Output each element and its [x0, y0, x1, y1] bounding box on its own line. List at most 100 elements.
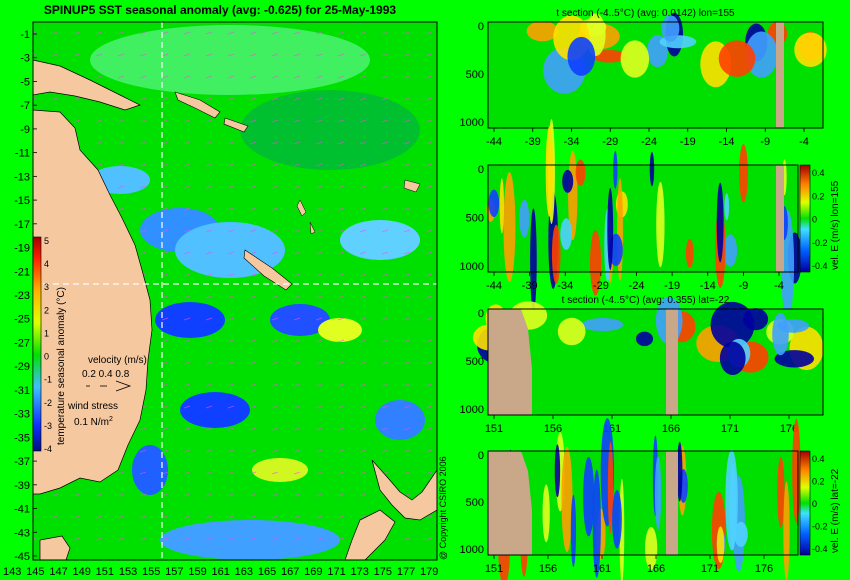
section-anomaly: [777, 456, 785, 528]
velocity-colorbar-tick: -0.2: [812, 522, 828, 532]
section-anomaly: [570, 494, 577, 568]
lon-tick-label: 177: [397, 566, 415, 578]
section-anomaly: [729, 463, 737, 551]
section-title: t section (-4..5°C) (avg: 0.355) lat=-22: [562, 295, 730, 306]
velocity-legend-arrows: [86, 380, 132, 392]
depth-tick-label: 0: [478, 21, 484, 33]
lat-tick-label: -33: [14, 409, 30, 421]
lat-tick-label: -37: [14, 456, 30, 468]
velocity-legend-scale: 0.2 0.4 0.8: [82, 369, 130, 380]
lon-tick-label: 159: [188, 566, 206, 578]
section-anomaly: [607, 188, 614, 271]
section-anomaly: [617, 178, 623, 281]
x-tick-label: -29: [593, 280, 609, 292]
lat-tick-label: -1: [20, 29, 30, 41]
sst-colorbar-tick: 3: [44, 282, 49, 292]
section-anomaly: [772, 312, 789, 356]
depth-tick-label: 500: [466, 356, 484, 368]
velocity-colorbar-tick: 0.2: [812, 477, 825, 487]
velocity-colorbar-tick: -0.4: [812, 261, 828, 271]
section-anomaly: [739, 144, 748, 203]
lon-tick-label: 151: [96, 566, 114, 578]
section-land-mask: [776, 22, 784, 128]
land-vanuatu: [296, 199, 316, 235]
section-anomaly: [723, 234, 738, 267]
sst-colorbar-tick: 2: [44, 305, 49, 315]
lon-tick-label: 169: [304, 566, 322, 578]
sst-colorbar-tick: -1: [44, 375, 52, 385]
land-fiji: [403, 179, 421, 193]
map-title: SPINUP5 SST seasonal anomaly (avg: -0.62…: [44, 3, 396, 17]
section-anomaly: [562, 169, 574, 193]
section-anomaly: [649, 151, 655, 187]
depth-tick-label: 0: [478, 450, 484, 462]
section-anomaly: [792, 418, 801, 523]
section-anomaly: [716, 526, 725, 564]
section-anomaly: [656, 181, 665, 268]
x-tick-label: 156: [544, 423, 562, 435]
lon-tick-label: 161: [212, 566, 230, 578]
lon-tick-label: 179: [420, 566, 438, 578]
velocity-colorbar-tick: 0.4: [812, 168, 825, 178]
depth-tick-label: 1000: [460, 261, 484, 273]
section-anomaly: [503, 172, 516, 282]
section-anomaly: [661, 15, 680, 42]
section-anomaly: [607, 442, 614, 534]
velocity-colorbar: [799, 164, 811, 273]
depth-tick-label: 500: [466, 497, 484, 509]
section-anomaly: [635, 331, 654, 347]
section-frame: [487, 308, 824, 416]
velocity-axis-label: vel. E (m/s) lon=155: [830, 180, 841, 270]
land-australia: [32, 109, 153, 495]
section-anomaly: [734, 521, 748, 547]
lat-tick-label: -3: [20, 53, 30, 65]
section-anomaly: [575, 159, 586, 186]
x-tick-label: 166: [662, 423, 680, 435]
lon-tick-label: 145: [26, 566, 44, 578]
lon-tick-label: 157: [165, 566, 183, 578]
sst-colorbar-tick: 1: [44, 328, 49, 338]
section-panel-p3: t section (-4..5°C) (avg: 0.355) lat=-22…: [460, 295, 824, 435]
section-anomaly: [567, 36, 596, 76]
sst-colorbar-tick: -4: [44, 444, 52, 454]
lon-tick-label: 155: [142, 566, 160, 578]
wind-legend-label: wind stress: [67, 401, 118, 412]
wind-legend-scale: 0.1 N/m2: [74, 416, 113, 428]
sst-colorbar: [32, 236, 42, 452]
lon-tick-label: 163: [235, 566, 253, 578]
section-land-mask: [666, 451, 678, 555]
section-anomaly: [719, 341, 746, 375]
section-land-mask: [488, 451, 532, 555]
velocity-colorbar-tick: 0: [812, 215, 817, 225]
lat-tick-label: -5: [20, 76, 30, 88]
sst-map: -1-3-5-7-9-11-13-15-17-19-21-23-25-27-29…: [3, 21, 438, 578]
x-tick-label: 171: [701, 563, 719, 575]
lat-tick-label: -23: [14, 290, 30, 302]
land-solomon-islands: [174, 91, 249, 133]
section-frame: [487, 164, 799, 273]
velocity-colorbar-tick: 0.2: [812, 191, 825, 201]
depth-tick-label: 500: [466, 69, 484, 81]
lon-tick-label: 149: [73, 566, 91, 578]
section-anomaly: [592, 469, 601, 578]
section-land-mask: [776, 165, 784, 272]
section-anomaly: [542, 484, 550, 543]
lat-tick-label: -9: [20, 124, 30, 136]
depth-tick-label: 1000: [460, 117, 484, 129]
lon-tick-label: 143: [3, 566, 21, 578]
x-tick-label: -29: [602, 136, 618, 148]
section-anomaly: [718, 40, 756, 77]
lon-tick-label: 167: [281, 566, 299, 578]
x-tick-label: -9: [738, 280, 748, 292]
lon-tick-label: 165: [258, 566, 276, 578]
section-anomaly: [581, 318, 624, 332]
x-tick-label: -24: [629, 280, 645, 292]
x-tick-label: -14: [719, 136, 735, 148]
lat-tick-label: -13: [14, 171, 30, 183]
section-anomaly: [794, 32, 827, 67]
longitude-ticks: 143 145 147 149 151 153 155 157 159 161 163 165 167 1…: [3, 566, 438, 578]
copyright: @ Copyright CSIRO 2006: [438, 456, 448, 560]
section-panel-p1: t section (-4..5°C) (avg: 0.0142) lon=15…: [460, 8, 827, 148]
